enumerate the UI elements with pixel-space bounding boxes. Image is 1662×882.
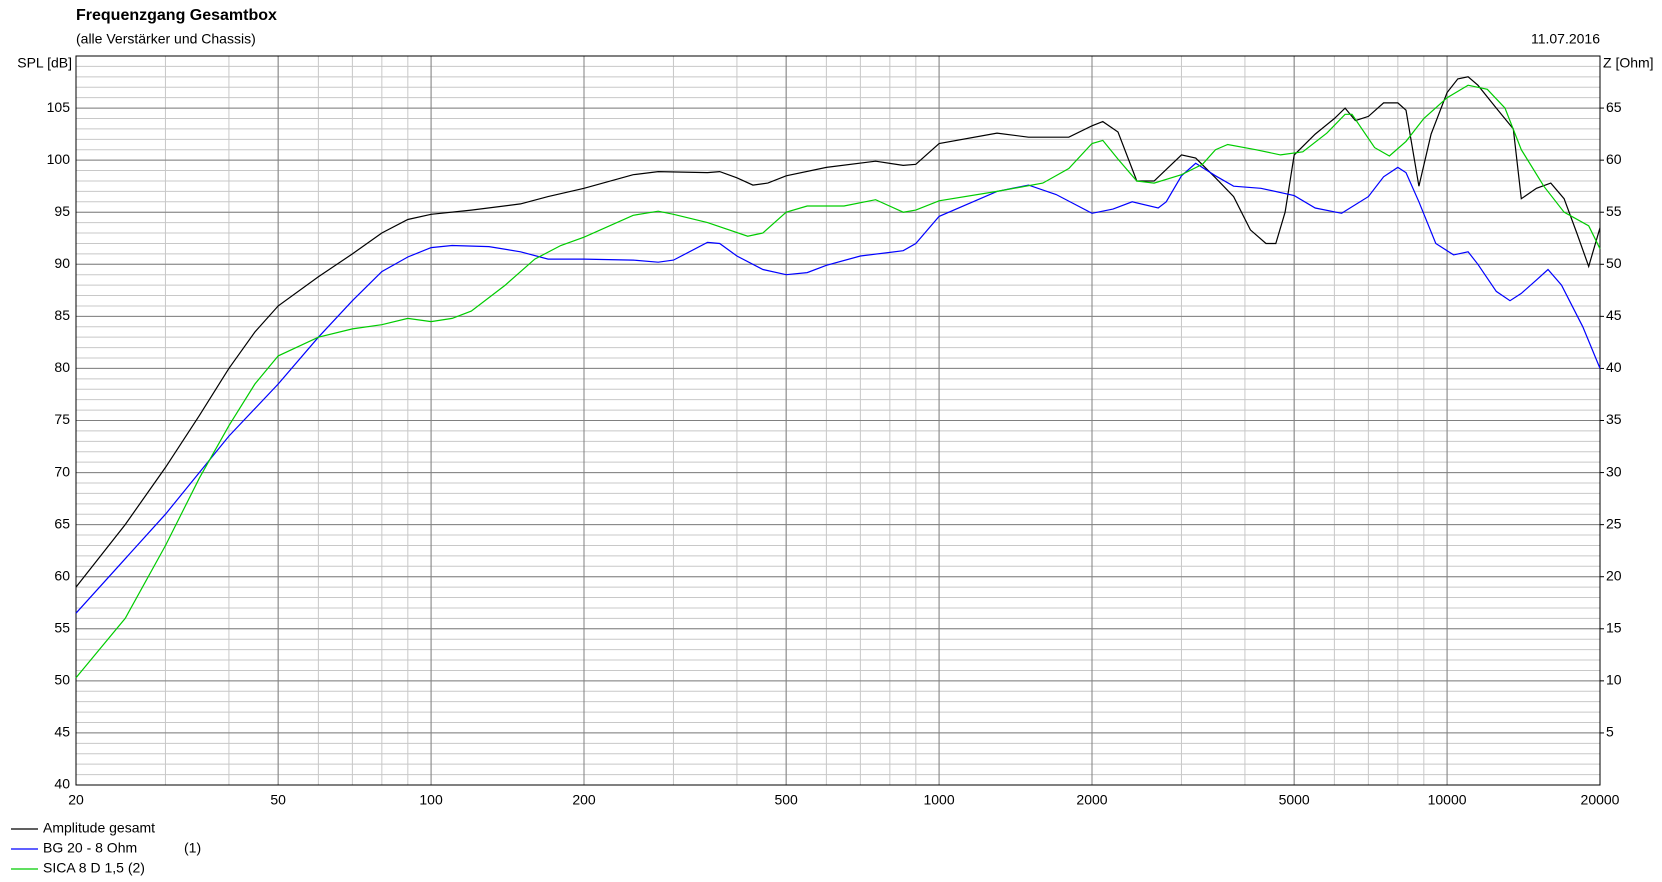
y-tick-label: 95 <box>54 203 70 219</box>
y2-tick-label: 10 <box>1606 672 1622 688</box>
legend-label: Amplitude gesamt <box>43 820 155 836</box>
y-tick-label: 55 <box>54 619 70 635</box>
chart-date: 11.07.2016 <box>1531 31 1600 47</box>
x-tick-label: 5000 <box>1279 792 1310 808</box>
chart-title: Frequenzgang Gesamtbox <box>76 7 277 24</box>
y2-tick-label: 40 <box>1606 359 1622 375</box>
y2-tick-label: 60 <box>1606 151 1622 167</box>
y-tick-label: 60 <box>54 567 70 583</box>
y2-tick-label: 50 <box>1606 255 1622 271</box>
x-tick-label: 20000 <box>1581 792 1620 808</box>
legend-tag: (1) <box>184 840 201 856</box>
y-tick-label: 75 <box>54 411 70 427</box>
y-tick-label: 50 <box>54 672 70 688</box>
y-tick-label: 80 <box>54 359 70 375</box>
y2-tick-label: 15 <box>1606 619 1622 635</box>
y-tick-label: 105 <box>47 99 71 115</box>
y2-tick-label: 65 <box>1606 99 1622 115</box>
x-tick-label: 10000 <box>1428 792 1467 808</box>
legend-label: BG 20 - 8 Ohm <box>43 840 137 856</box>
y2-tick-label: 25 <box>1606 515 1622 531</box>
y2-tick-label: 20 <box>1606 567 1622 583</box>
y2-tick-label: 35 <box>1606 411 1622 427</box>
y-tick-label: 65 <box>54 515 70 531</box>
series-line <box>75 76 1601 588</box>
y2-tick-label: 45 <box>1606 307 1622 323</box>
y-axis-label: SPL [dB] <box>17 55 72 71</box>
y-tick-label: 70 <box>54 463 70 479</box>
x-tick-label: 200 <box>572 792 596 808</box>
x-tick-label: 1000 <box>923 792 954 808</box>
x-tick-label: 20 <box>68 792 84 808</box>
y2-tick-label: 55 <box>1606 203 1622 219</box>
chart-subtitle: (alle Verstärker und Chassis) <box>76 31 256 47</box>
x-tick-label: 500 <box>774 792 798 808</box>
x-tick-label: 100 <box>419 792 443 808</box>
plot-border <box>75 55 1601 786</box>
x-tick-label: 2000 <box>1076 792 1107 808</box>
y-tick-label: 100 <box>47 151 71 167</box>
y2-tick-label: 30 <box>1606 463 1622 479</box>
legend-label: SICA 8 D 1,5 (2) <box>43 860 145 876</box>
y-tick-label: 90 <box>54 255 70 271</box>
y2-axis-label: Z [Ohm] <box>1603 55 1654 71</box>
x-tick-label: 50 <box>270 792 286 808</box>
y2-tick-label: 5 <box>1606 724 1614 740</box>
series-line <box>75 162 1601 614</box>
y-tick-label: 40 <box>54 776 70 792</box>
y-tick-label: 45 <box>54 724 70 740</box>
y-tick-label: 85 <box>54 307 70 323</box>
series-line <box>75 84 1601 679</box>
